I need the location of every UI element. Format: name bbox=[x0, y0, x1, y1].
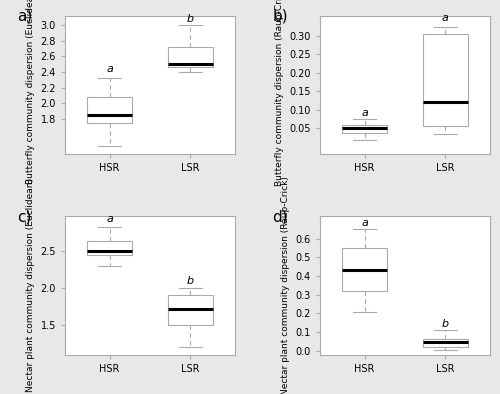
Text: a: a bbox=[361, 218, 368, 229]
Text: b: b bbox=[187, 14, 194, 24]
PathPatch shape bbox=[342, 125, 387, 133]
Text: b): b) bbox=[272, 9, 288, 24]
Text: c): c) bbox=[18, 209, 32, 224]
PathPatch shape bbox=[168, 47, 212, 67]
Y-axis label: Nectar plant community dispersion (Euclidean): Nectar plant community dispersion (Eucli… bbox=[26, 178, 35, 392]
PathPatch shape bbox=[423, 34, 468, 126]
PathPatch shape bbox=[88, 242, 132, 255]
PathPatch shape bbox=[88, 97, 132, 123]
Text: a: a bbox=[106, 64, 113, 74]
PathPatch shape bbox=[342, 248, 387, 291]
Text: d): d) bbox=[272, 209, 288, 224]
Text: a: a bbox=[106, 214, 113, 225]
Text: a: a bbox=[361, 108, 368, 118]
PathPatch shape bbox=[168, 296, 212, 325]
Y-axis label: Nectar plant community dispersion (Raup-Crick): Nectar plant community dispersion (Raup-… bbox=[281, 176, 290, 394]
Y-axis label: Butterfly community dispersion (Euclidean): Butterfly community dispersion (Euclidea… bbox=[26, 0, 35, 184]
Y-axis label: Butterfly community dispersion (Raup-Crick): Butterfly community dispersion (Raup-Cri… bbox=[275, 0, 284, 186]
Text: b: b bbox=[187, 276, 194, 286]
Text: a: a bbox=[442, 13, 449, 23]
Text: b: b bbox=[442, 320, 449, 329]
Text: a): a) bbox=[18, 9, 32, 24]
PathPatch shape bbox=[423, 339, 468, 347]
